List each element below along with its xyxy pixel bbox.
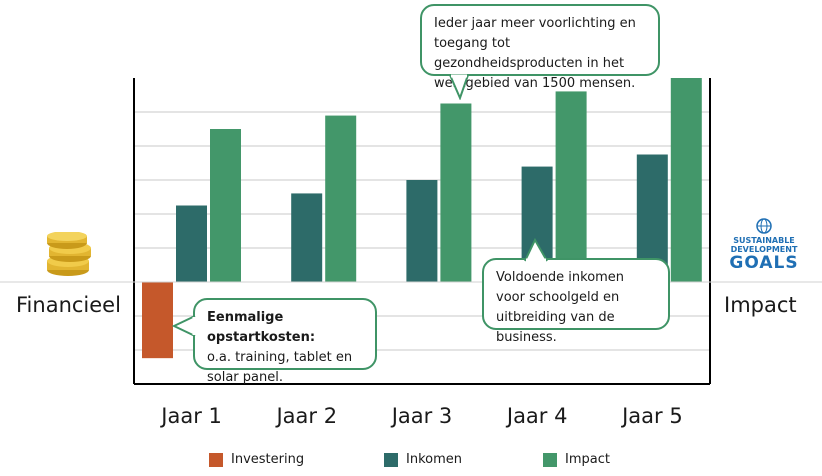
sdg-logo: SUSTAINABLE DEVELOPMENT GOALS	[728, 218, 800, 272]
callout-bottom-pointer	[172, 315, 196, 337]
bar-inkomen-3	[406, 180, 438, 282]
bars-group	[142, 78, 702, 359]
x-tick-label: Jaar 1	[161, 404, 222, 428]
financial-label: Financieel	[16, 293, 121, 317]
callout-bottom-title: Eenmalige opstartkosten:	[207, 310, 316, 345]
legend-inkomen: Inkomen	[384, 452, 462, 467]
callout-mid: Voldoende inkomen voor schoolgeld en uit…	[482, 258, 670, 345]
callout-bottom: Eenmalige opstartkosten: o.a. training, …	[193, 298, 377, 385]
legend-investering: Investering	[209, 452, 304, 467]
sdg-line1: SUSTAINABLE	[733, 236, 795, 245]
legend-swatch	[384, 452, 398, 467]
bar-inkomen-1	[176, 205, 207, 282]
callout-top: Ieder jaar meer voorlichting en toegang …	[420, 4, 660, 91]
legend-label: Impact	[565, 452, 610, 467]
sdg-globe-icon	[756, 218, 772, 234]
bar-impact-1	[210, 129, 241, 282]
bar-investering-1	[142, 282, 173, 359]
bar-inkomen-2	[291, 193, 323, 282]
callout-bottom-text: o.a. training, tablet en solar panel.	[207, 350, 353, 385]
legend-swatch	[543, 452, 557, 467]
callout-top-pointer	[449, 74, 469, 100]
bar-impact-3	[440, 103, 472, 282]
x-tick-label: Jaar 2	[276, 404, 338, 428]
bar-impact-2	[325, 115, 357, 282]
impact-label: Impact	[724, 293, 797, 317]
coins-icon	[47, 232, 91, 276]
callout-mid-text: Voldoende inkomen voor schoolgeld en uit…	[496, 270, 625, 345]
legend-label: Inkomen	[406, 452, 462, 467]
bar-impact-5	[670, 78, 702, 282]
callout-top-text: Ieder jaar meer voorlichting en toegang …	[434, 16, 636, 91]
callout-mid-pointer	[524, 237, 548, 262]
x-tick-label: Jaar 3	[391, 404, 453, 428]
sdg-line3: GOALS	[729, 253, 799, 273]
chart-frame	[0, 78, 822, 385]
sdg-line2: DEVELOPMENT	[730, 245, 798, 254]
legend-label: Investering	[231, 452, 305, 467]
legend-swatch	[209, 452, 223, 467]
bar-impact-4	[555, 91, 587, 282]
x-tick-label: Jaar 4	[506, 404, 568, 428]
legend-impact: Impact	[543, 452, 610, 467]
x-tick-label: Jaar 5	[622, 404, 683, 428]
